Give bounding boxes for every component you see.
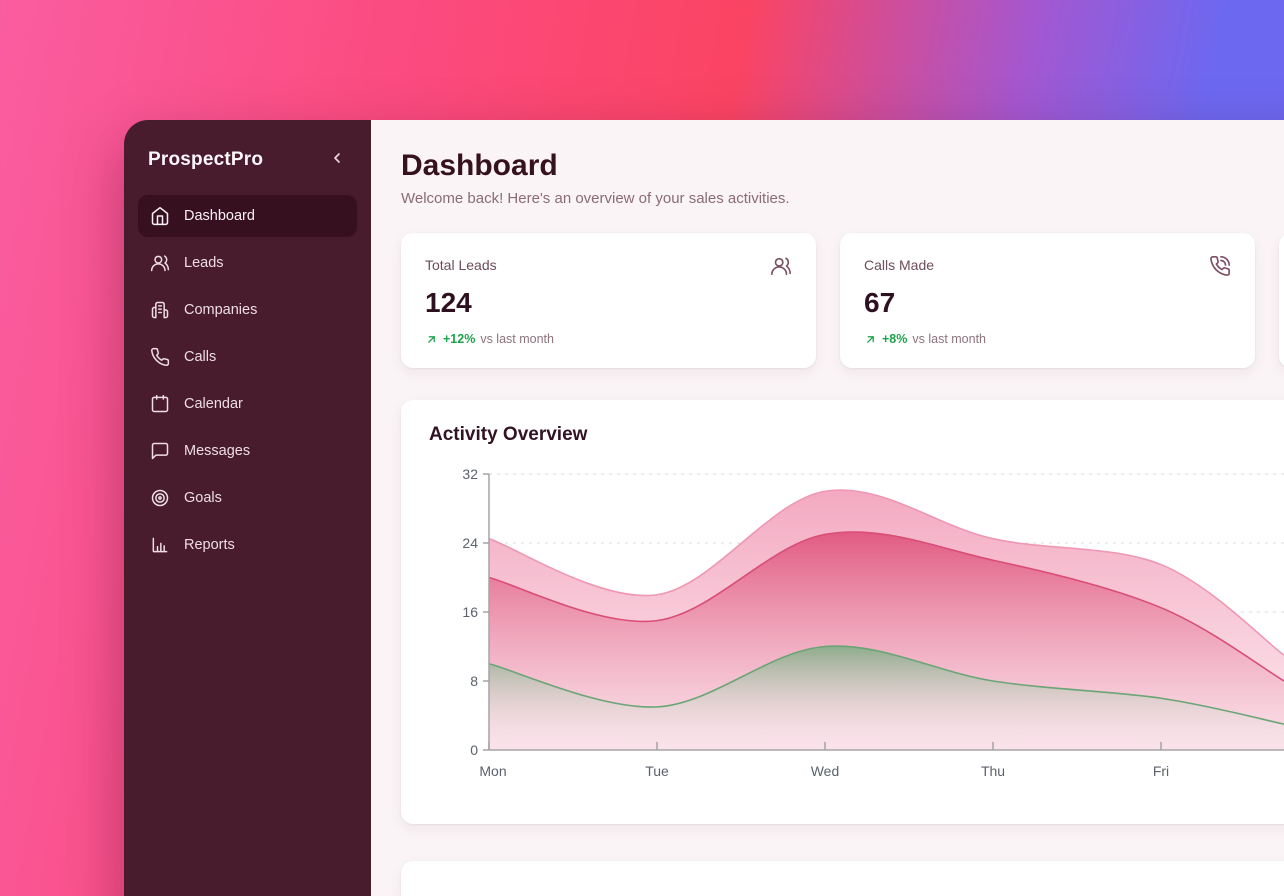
app-window: ProspectPro Dashboard Leads: [124, 120, 1284, 896]
trend-percentage: +8%: [882, 332, 908, 346]
sidebar-item-label: Companies: [184, 302, 258, 318]
trend-caption: vs last month: [480, 332, 554, 346]
sidebar-header: ProspectPro: [138, 144, 357, 195]
chevron-left-icon: [329, 150, 345, 169]
sidebar-item-label: Calendar: [184, 396, 243, 412]
sidebar-item-companies[interactable]: Companies: [138, 289, 357, 331]
sidebar-item-label: Dashboard: [184, 208, 255, 224]
trend-up-icon: [425, 333, 438, 346]
sidebar-item-goals[interactable]: Goals: [138, 477, 357, 519]
stat-card-clipped: [1279, 233, 1284, 368]
stat-label: Calls Made: [864, 257, 935, 273]
stats-row: Total Leads 124 +12% vs last month Calls: [401, 233, 1284, 368]
users-icon: [150, 253, 170, 273]
stat-value: 67: [864, 287, 896, 318]
sidebar-item-label: Messages: [184, 443, 251, 459]
svg-text:Wed: Wed: [811, 763, 840, 779]
sidebar-item-reports[interactable]: Reports: [138, 524, 357, 566]
page-subtitle: Welcome back! Here's an overview of your…: [401, 190, 790, 207]
sidebar-item-leads[interactable]: Leads: [138, 242, 357, 284]
sidebar-item-label: Goals: [184, 490, 222, 506]
svg-text:Fri: Fri: [1153, 763, 1169, 779]
bar-chart-icon: [150, 535, 170, 555]
svg-text:8: 8: [470, 673, 478, 689]
main-content: Dashboard Welcome back! Here's an overvi…: [371, 120, 1284, 896]
sidebar: ProspectPro Dashboard Leads: [124, 120, 371, 896]
home-icon: [150, 206, 170, 226]
phone-call-icon: [1209, 255, 1231, 277]
calendar-icon: [150, 394, 170, 414]
svg-text:Thu: Thu: [981, 763, 1005, 779]
trend-caption: vs last month: [912, 332, 987, 346]
stat-value: 124: [425, 287, 472, 318]
sidebar-item-dashboard[interactable]: Dashboard: [138, 195, 357, 237]
page-title: Dashboard: [401, 149, 558, 182]
message-icon: [150, 441, 170, 461]
svg-text:0: 0: [470, 742, 478, 758]
svg-text:Tue: Tue: [645, 763, 669, 779]
svg-text:32: 32: [462, 466, 478, 482]
bottom-panel-clipped: [401, 861, 1284, 896]
svg-text:16: 16: [462, 604, 478, 620]
sidebar-item-calls[interactable]: Calls: [138, 336, 357, 378]
sidebar-item-label: Leads: [184, 255, 224, 271]
activity-area-chart: 0 8 16 24 32 Mon Tue Wed Thu Fri: [462, 466, 1284, 779]
sidebar-item-calendar[interactable]: Calendar: [138, 383, 357, 425]
activity-overview-panel: Activity Overview 0 8 16 24 32 Mon Tue Wed Thu Fr…: [401, 400, 1284, 824]
users-round-icon: [770, 255, 792, 277]
stat-label: Total Leads: [425, 257, 497, 273]
stat-card-calls-made: Calls Made 67 +8% vs last month: [840, 233, 1255, 368]
svg-text:24: 24: [462, 535, 478, 551]
brand-logo: ProspectPro: [148, 148, 264, 170]
trend-percentage: +12%: [443, 332, 476, 346]
activity-overview-title: Activity Overview: [429, 424, 588, 445]
sidebar-item-label: Calls: [184, 349, 217, 365]
sidebar-item-messages[interactable]: Messages: [138, 430, 357, 472]
sidebar-nav: Dashboard Leads Companies Calls: [138, 195, 357, 566]
svg-text:Mon: Mon: [479, 763, 506, 779]
stat-card-total-leads: Total Leads 124 +12% vs last month: [401, 233, 816, 368]
target-icon: [150, 488, 170, 508]
sidebar-item-label: Reports: [184, 537, 235, 553]
building-icon: [150, 300, 170, 320]
phone-icon: [150, 347, 170, 367]
sidebar-collapse-button[interactable]: [327, 148, 347, 171]
trend-up-icon: [864, 333, 877, 346]
